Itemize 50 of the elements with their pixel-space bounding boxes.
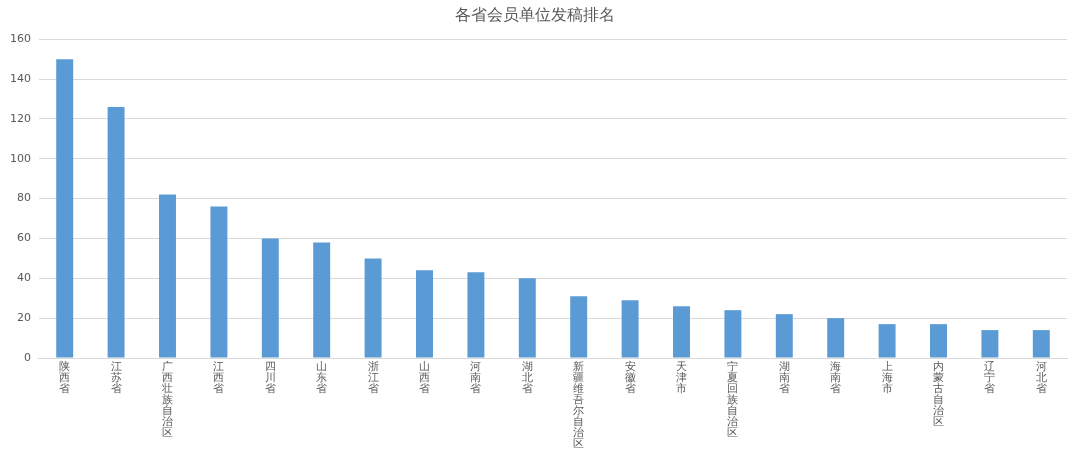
x-tick-label: 河南省 <box>470 360 482 396</box>
x-tick-label: 湖北省 <box>521 360 533 396</box>
x-tick-label: 广西壮族自治区 <box>161 360 173 440</box>
bar <box>621 300 639 358</box>
x-tick-label: 内蒙古自治区 <box>933 360 944 429</box>
bar <box>364 258 382 358</box>
x-tick-label: 山西省 <box>419 360 430 396</box>
x-tick-label: 海南省 <box>830 360 842 396</box>
y-tick-label: 60 <box>17 231 31 245</box>
x-tick-label: 上海市 <box>881 360 893 396</box>
x-tick-label: 江西省 <box>213 360 225 396</box>
y-tick-label: 0 <box>24 350 31 364</box>
bar <box>724 310 742 358</box>
bar <box>518 278 536 358</box>
y-tick-label: 100 <box>10 151 31 165</box>
bar <box>981 330 999 358</box>
y-tick-label: 140 <box>10 71 31 85</box>
bar <box>107 106 125 358</box>
chart-title: 各省会员单位发稿排名 <box>454 4 615 24</box>
bar <box>313 242 331 358</box>
y-tick-label: 120 <box>10 111 31 125</box>
bar <box>416 270 433 358</box>
x-tick-label: 江苏省 <box>110 360 122 396</box>
bar <box>827 318 845 358</box>
bar <box>467 272 485 358</box>
bar <box>878 324 896 358</box>
x-tick-label: 山东省 <box>316 360 328 396</box>
y-tick-label: 80 <box>17 191 31 205</box>
bar <box>1032 330 1050 358</box>
y-tick-label: 20 <box>17 311 31 325</box>
y-tick-label: 160 <box>10 32 31 46</box>
x-tick-label: 新疆维吾尔自治区 <box>573 360 585 451</box>
x-tick-label: 辽宁省 <box>984 360 996 396</box>
bar <box>775 314 793 358</box>
x-tick-label: 四川省 <box>264 360 276 396</box>
bar <box>56 59 74 358</box>
bar <box>930 324 947 358</box>
x-tick-label: 宁夏回族自治区 <box>727 360 739 440</box>
x-tick-label: 天津市 <box>676 360 687 396</box>
bar <box>673 306 690 358</box>
x-tick-label: 河北省 <box>1035 360 1047 396</box>
x-tick-label: 陕西省 <box>59 360 71 396</box>
bar <box>210 206 228 358</box>
bar <box>261 238 279 358</box>
y-tick-label: 40 <box>17 271 31 285</box>
bar <box>159 194 176 358</box>
x-tick-label: 湖南省 <box>778 360 790 396</box>
x-tick-label: 浙江省 <box>367 360 379 396</box>
x-tick-label: 安徽省 <box>624 360 636 396</box>
bar <box>570 296 588 358</box>
